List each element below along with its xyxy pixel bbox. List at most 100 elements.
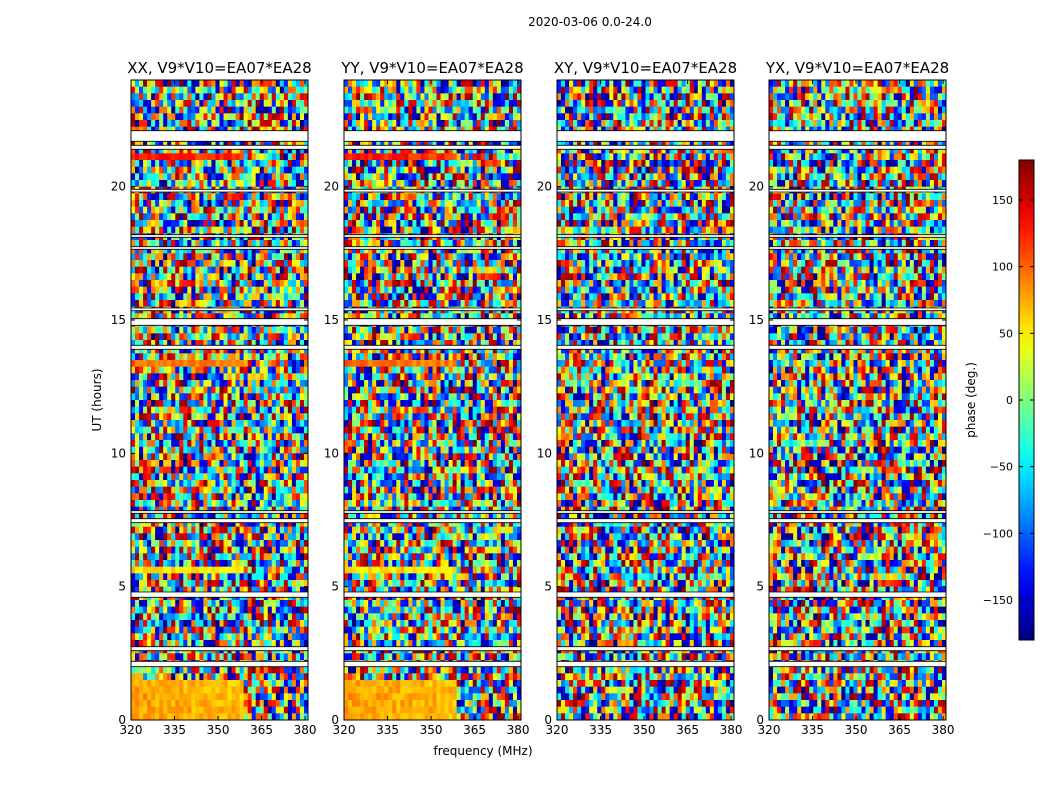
heatmap-cell: [303, 666, 308, 674]
heatmap-cell: [295, 480, 301, 488]
heatmap-cell: [243, 560, 249, 568]
heatmap-cell: [287, 120, 293, 128]
heatmap-cell: [227, 173, 233, 181]
heatmap-cell: [187, 80, 192, 88]
heatmap-cell: [291, 580, 297, 588]
heatmap-cell: [299, 520, 305, 528]
heatmap-cell: [416, 153, 421, 161]
heatmap-cell: [207, 640, 212, 648]
heatmap-cell: [231, 700, 237, 708]
heatmap-cell: [223, 693, 229, 701]
heatmap-cell: [247, 180, 253, 188]
heatmap-cell: [239, 180, 245, 188]
heatmap-cell: [303, 166, 308, 174]
heatmap-cell: [231, 253, 237, 261]
heatmap-cell: [187, 506, 192, 514]
heatmap-cell: [139, 420, 144, 428]
heatmap-cell: [472, 100, 478, 108]
heatmap-cell: [364, 126, 369, 134]
heatmap-cell: [287, 406, 293, 414]
heatmap-cell: [195, 706, 200, 714]
heatmap-cell: [207, 80, 212, 88]
heatmap-cell: [191, 106, 196, 114]
heatmap-cell: [251, 180, 257, 188]
heatmap-cell: [147, 113, 152, 121]
heatmap-cell: [215, 120, 220, 128]
heatmap-cell: [239, 193, 245, 201]
heatmap-cell: [183, 653, 188, 661]
heatmap-cell: [267, 160, 273, 168]
heatmap-cell: [199, 553, 204, 561]
heatmap-cell: [251, 480, 257, 488]
heatmap-cell: [275, 473, 281, 481]
heatmap-cell: [171, 686, 176, 694]
heatmap-cell: [259, 260, 265, 268]
heatmap-cell: [175, 700, 180, 708]
heatmap-cell: [279, 406, 285, 414]
heatmap-cell: [255, 400, 261, 408]
heatmap-cell: [440, 126, 446, 134]
heatmap-cell: [283, 373, 289, 381]
heatmap-cell: [191, 626, 196, 634]
heatmap-cell: [231, 453, 237, 461]
heatmap-cell: [171, 333, 176, 341]
heatmap-cell: [496, 166, 502, 174]
heatmap-cell: [179, 80, 184, 88]
heatmap-cell: [287, 113, 293, 121]
heatmap-cell: [131, 526, 136, 534]
heatmap-cell: [424, 86, 429, 94]
heatmap-cell: [291, 600, 297, 608]
heatmap-cell: [175, 146, 180, 154]
heatmap-cell: [131, 500, 136, 508]
heatmap-cell: [159, 106, 164, 114]
heatmap-cell: [500, 153, 506, 161]
heatmap-cell: [299, 126, 305, 134]
heatmap-cell: [215, 433, 220, 441]
heatmap-cell: [247, 120, 253, 128]
heatmap-cell: [143, 80, 148, 88]
heatmap-cell: [500, 113, 506, 121]
heatmap-cell: [199, 326, 204, 334]
heatmap-cell: [416, 93, 421, 101]
heatmap-cell: [183, 293, 188, 301]
heatmap-cell: [392, 180, 397, 188]
heatmap-cell: [135, 266, 140, 274]
heatmap-cell: [303, 513, 308, 521]
heatmap-cell: [251, 333, 257, 341]
heatmap-cell: [368, 86, 373, 94]
heatmap-cell: [251, 553, 257, 561]
heatmap-cell: [303, 200, 308, 208]
heatmap-cell: [271, 606, 277, 614]
heatmap-cell: [199, 93, 204, 101]
heatmap-cell: [251, 680, 257, 688]
heatmap-cell: [275, 453, 281, 461]
heatmap-cell: [187, 673, 192, 681]
heatmap-cell: [452, 80, 458, 88]
heatmap-cell: [207, 226, 212, 234]
heatmap-cell: [167, 353, 172, 361]
heatmap-cell: [231, 300, 237, 308]
heatmap-cell: [219, 226, 225, 234]
heatmap-cell: [360, 106, 365, 114]
heatmap-cell: [488, 80, 494, 88]
heatmap-cell: [143, 626, 148, 634]
heatmap-cell: [424, 80, 429, 88]
heatmap-cell: [243, 626, 249, 634]
heatmap-cell: [171, 393, 176, 401]
heatmap-cell: [287, 560, 293, 568]
heatmap-cell: [195, 146, 200, 154]
heatmap-cell: [291, 86, 297, 94]
heatmap-cell: [287, 513, 293, 521]
heatmap-cell: [295, 420, 301, 428]
heatmap-cell: [223, 673, 229, 681]
heatmap-cell: [512, 100, 518, 108]
heatmap-cell: [275, 440, 281, 448]
heatmap-cell: [199, 626, 204, 634]
heatmap-cell: [291, 473, 297, 481]
heatmap-cell: [131, 506, 136, 514]
heatmap-cell: [187, 553, 192, 561]
heatmap-cell: [235, 460, 241, 468]
heatmap-cell: [151, 193, 156, 201]
heatmap-cell: [275, 586, 281, 594]
heatmap-cell: [167, 580, 172, 588]
